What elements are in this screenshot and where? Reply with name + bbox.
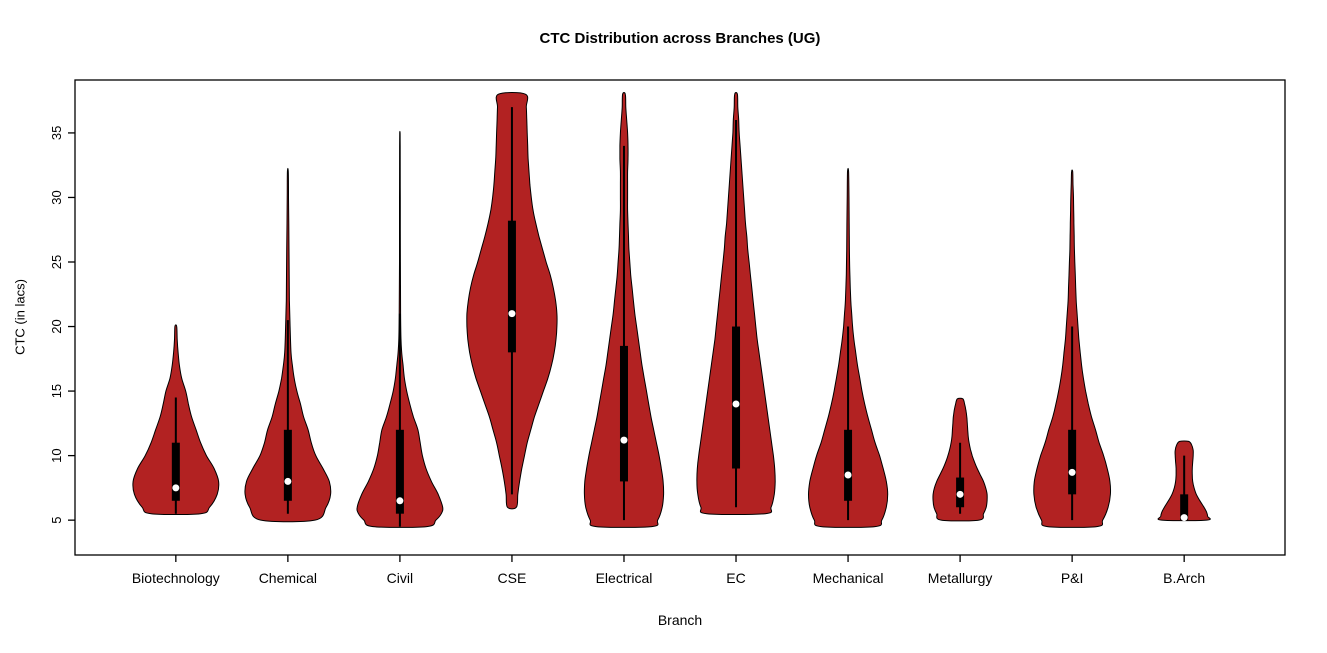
median-dot	[732, 400, 740, 408]
iqr-box	[395, 429, 404, 514]
x-category-label: Chemical	[259, 570, 317, 586]
median-dot	[1068, 468, 1076, 476]
y-tick-label: 5	[49, 517, 64, 524]
plot-border	[74, 79, 1286, 556]
median-dot	[172, 484, 180, 492]
y-tick-label: 20	[49, 319, 64, 333]
x-category-label: Biotechnology	[132, 570, 220, 586]
y-tick-label: 25	[49, 255, 64, 269]
y-tick-label: 15	[49, 384, 64, 398]
x-category-label: EC	[726, 570, 745, 586]
x-category-label: B.Arch	[1163, 570, 1205, 586]
x-category-label: CSE	[498, 570, 527, 586]
x-category-label: Electrical	[596, 570, 653, 586]
median-dot	[508, 310, 516, 318]
median-dot	[844, 471, 852, 479]
median-dot	[620, 436, 628, 444]
x-category-label: Mechanical	[813, 570, 884, 586]
chart-title: CTC Distribution across Branches (UG)	[539, 30, 821, 47]
y-axis-label: CTC (in lacs)	[12, 279, 28, 355]
median-dot	[956, 490, 964, 498]
x-category-label: P&I	[1061, 570, 1084, 586]
y-tick-label: 35	[49, 126, 64, 140]
y-tick-label: 10	[49, 448, 64, 462]
y-tick-label: 30	[49, 190, 64, 204]
iqr-box	[1068, 429, 1077, 495]
median-dot	[396, 497, 404, 505]
x-axis-label: Branch	[657, 612, 703, 628]
iqr-box	[283, 429, 292, 501]
iqr-box	[171, 442, 180, 501]
x-category-label: Civil	[387, 570, 413, 586]
iqr-box	[619, 345, 628, 482]
median-dot	[1180, 514, 1188, 522]
iqr-box	[1180, 494, 1189, 521]
median-dot	[284, 477, 292, 485]
x-category-label: Metallurgy	[928, 570, 993, 586]
iqr-box	[844, 429, 853, 501]
iqr-box	[507, 220, 516, 353]
iqr-box	[732, 326, 741, 469]
